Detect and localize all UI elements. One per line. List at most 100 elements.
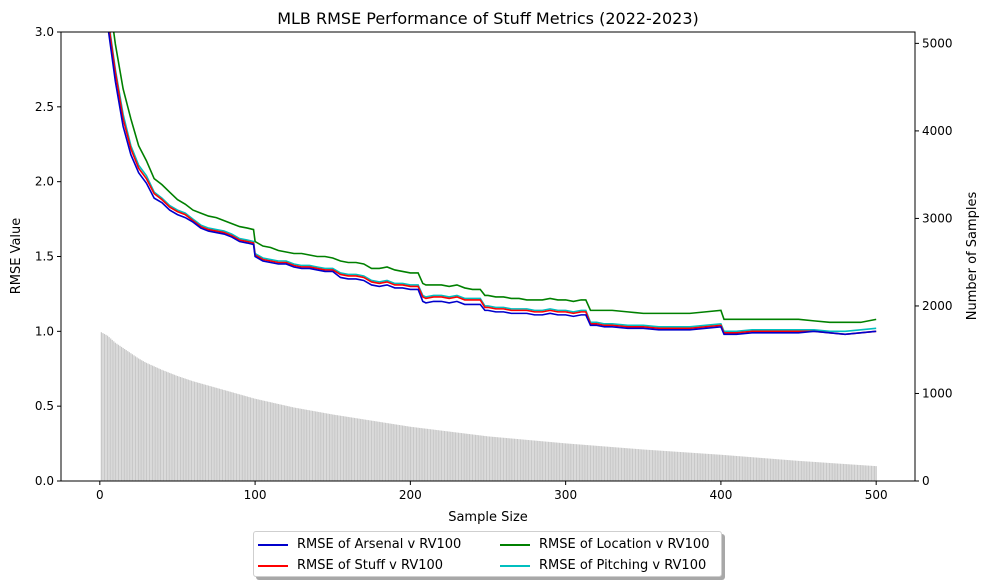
sample-bar bbox=[875, 466, 877, 481]
sample-bar bbox=[808, 461, 811, 481]
sample-bar bbox=[771, 458, 773, 481]
sample-bar bbox=[186, 379, 188, 481]
sample-bar bbox=[246, 396, 248, 481]
sample-bar bbox=[260, 400, 262, 481]
sample-bar bbox=[485, 436, 488, 481]
sample-bar bbox=[760, 457, 762, 481]
sample-bar bbox=[734, 455, 736, 481]
sample-bar bbox=[558, 442, 561, 481]
sample-bar bbox=[507, 438, 509, 481]
sample-bar bbox=[134, 356, 137, 481]
sample-bar bbox=[765, 458, 767, 481]
sample-bar bbox=[322, 412, 325, 481]
y2-tick-label: 0 bbox=[922, 474, 930, 488]
sample-bar bbox=[664, 450, 666, 481]
sample-bar bbox=[133, 355, 135, 481]
x-tick-label: 300 bbox=[554, 488, 577, 502]
sample-bar bbox=[257, 399, 259, 481]
sample-bar bbox=[116, 343, 118, 481]
sample-bar bbox=[384, 422, 387, 481]
sample-bar bbox=[398, 425, 401, 481]
sample-bar bbox=[482, 435, 484, 481]
sample-bar bbox=[329, 413, 331, 481]
sample-bar bbox=[794, 460, 797, 481]
sample-bar bbox=[277, 403, 279, 481]
sample-bar bbox=[574, 444, 576, 481]
x-axis-label: Sample Size bbox=[448, 510, 528, 525]
sample-bar bbox=[124, 349, 126, 481]
sample-bar bbox=[547, 441, 550, 481]
sample-bar bbox=[291, 407, 293, 481]
sample-bar bbox=[515, 438, 517, 481]
sample-bar bbox=[797, 460, 800, 481]
sample-bar bbox=[585, 444, 587, 481]
sample-bar bbox=[142, 361, 144, 481]
sample-bar bbox=[533, 440, 536, 481]
sample-bar bbox=[763, 458, 765, 481]
sample-bar bbox=[493, 436, 495, 481]
sample-bar bbox=[624, 448, 626, 481]
sample-bar bbox=[409, 426, 411, 481]
sample-bar bbox=[790, 460, 792, 481]
sample-bar bbox=[370, 420, 373, 481]
sample-bar bbox=[720, 454, 722, 481]
sample-bar bbox=[594, 445, 596, 481]
sample-bar bbox=[339, 415, 342, 481]
sample-bar bbox=[335, 414, 337, 481]
sample-bar bbox=[543, 441, 545, 481]
sample-bar bbox=[538, 440, 540, 481]
sample-bar bbox=[113, 341, 115, 481]
sample-bar bbox=[471, 434, 474, 481]
sample-bar bbox=[661, 450, 663, 481]
legend-label-location: RMSE of Location v RV100 bbox=[539, 537, 710, 552]
sample-bar bbox=[706, 453, 708, 481]
y2-tick-label: 1000 bbox=[922, 386, 953, 400]
sample-bar bbox=[324, 413, 326, 481]
sample-bar bbox=[252, 398, 255, 481]
sample-bar bbox=[872, 465, 874, 481]
sample-bar bbox=[653, 450, 655, 481]
sample-bar bbox=[717, 454, 719, 481]
sample-bar bbox=[675, 451, 677, 481]
sample-bar bbox=[248, 396, 250, 481]
sample-bar bbox=[768, 458, 770, 481]
sample-bar bbox=[860, 465, 862, 481]
sample-bar bbox=[341, 415, 343, 481]
sample-bar bbox=[325, 413, 328, 481]
sample-bar bbox=[560, 442, 562, 481]
sample-bar bbox=[874, 466, 876, 481]
sample-bar bbox=[447, 431, 449, 481]
sample-bar bbox=[197, 382, 199, 481]
sample-bar bbox=[709, 454, 711, 481]
sample-bar bbox=[127, 351, 129, 481]
sample-bar bbox=[710, 454, 713, 481]
sample-bar bbox=[645, 449, 647, 481]
sample-bar bbox=[818, 462, 820, 481]
sample-bar bbox=[301, 408, 303, 481]
sample-bar bbox=[529, 440, 531, 481]
sample-bar bbox=[218, 388, 220, 481]
sample-bar bbox=[863, 465, 865, 481]
sample-bar bbox=[176, 375, 179, 481]
sample-bar bbox=[347, 416, 349, 481]
sample-bar bbox=[608, 446, 610, 481]
sample-bar bbox=[512, 438, 514, 481]
sample-bar bbox=[774, 459, 776, 481]
sample-bar bbox=[100, 332, 102, 481]
sample-bar bbox=[464, 433, 466, 481]
sample-bar bbox=[318, 411, 320, 481]
sample-bar bbox=[313, 411, 315, 481]
sample-bar bbox=[448, 431, 450, 481]
sample-bar bbox=[128, 352, 130, 481]
sample-bar bbox=[423, 428, 425, 481]
sample-bar bbox=[844, 464, 846, 481]
sample-bar bbox=[363, 419, 365, 481]
sample-bar bbox=[513, 438, 516, 481]
sample-bar bbox=[551, 442, 553, 481]
sample-bar bbox=[605, 446, 607, 481]
sample-bar bbox=[641, 449, 643, 481]
sample-bar bbox=[766, 458, 769, 481]
sample-bar bbox=[242, 395, 244, 481]
sample-bar bbox=[846, 464, 848, 481]
